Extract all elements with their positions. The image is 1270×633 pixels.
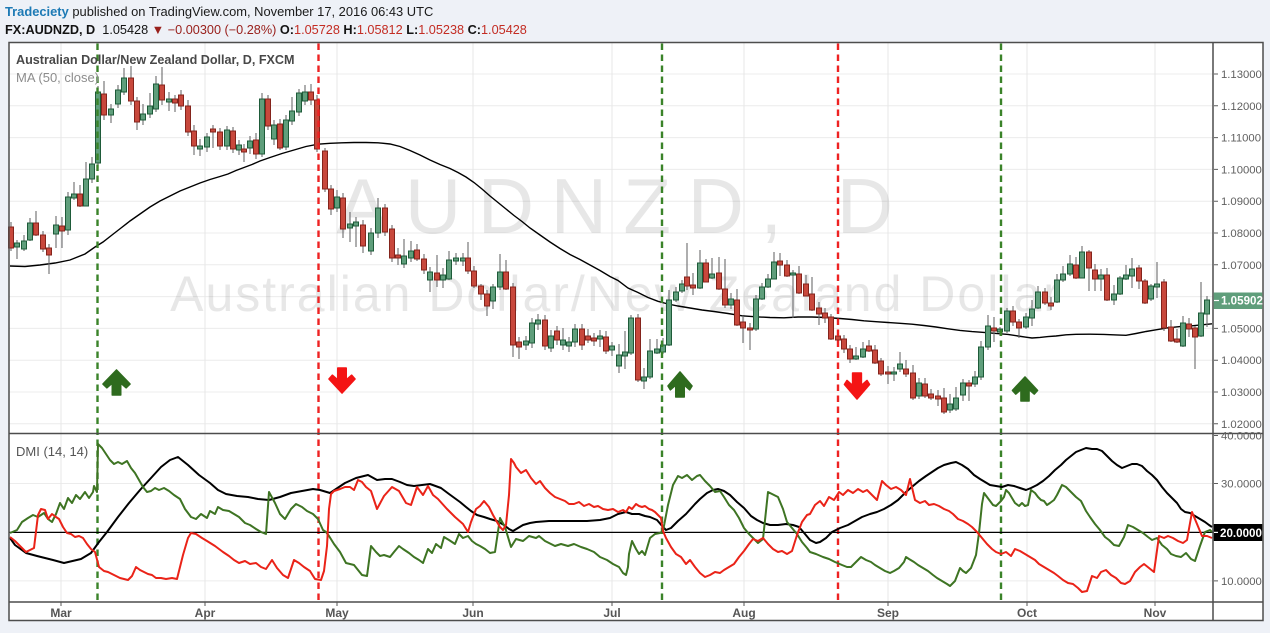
svg-text:1.10000: 1.10000	[1221, 164, 1262, 176]
svg-text:MA (50, close): MA (50, close)	[16, 70, 99, 85]
svg-text:AUDNZD, D: AUDNZD, D	[336, 162, 909, 250]
svg-text:1.03000: 1.03000	[1221, 387, 1262, 399]
svg-text:Jun: Jun	[462, 606, 483, 620]
svg-text:1.05000: 1.05000	[1221, 323, 1262, 335]
svg-text:Australian Dollar/New Zealand: Australian Dollar/New Zealand Dollar	[170, 266, 1062, 322]
svg-text:1.07000: 1.07000	[1221, 260, 1262, 272]
svg-text:Apr: Apr	[195, 606, 216, 620]
svg-text:1.13000: 1.13000	[1221, 69, 1262, 81]
svg-text:30.0000: 30.0000	[1221, 479, 1262, 491]
svg-text:1.11000: 1.11000	[1221, 133, 1261, 145]
svg-text:Mar: Mar	[50, 606, 72, 620]
svg-text:1.08000: 1.08000	[1221, 228, 1262, 240]
svg-text:Australian Dollar/New Zealand: Australian Dollar/New Zealand Dollar, D,…	[16, 53, 295, 67]
svg-text:Aug: Aug	[732, 606, 755, 620]
svg-text:20.0000: 20.0000	[1220, 527, 1262, 540]
svg-text:1.12000: 1.12000	[1221, 101, 1262, 113]
svg-text:May: May	[325, 606, 349, 620]
svg-text:Jul: Jul	[603, 606, 620, 620]
svg-text:Oct: Oct	[1017, 606, 1037, 620]
svg-text:1.09000: 1.09000	[1221, 196, 1262, 208]
svg-text:DMI (14, 14): DMI (14, 14)	[16, 444, 88, 459]
svg-text:FX:AUDNZD, D 1.05428 ▼ −0.003: FX:AUDNZD, D 1.05428 ▼ −0.00300 (−0.28%)…	[5, 23, 527, 37]
svg-text:10.0000: 10.0000	[1221, 576, 1262, 588]
svg-text:Nov: Nov	[1144, 606, 1167, 620]
svg-text:40.0000: 40.0000	[1221, 431, 1262, 443]
svg-text:1.04000: 1.04000	[1221, 355, 1262, 367]
svg-text:1.02000: 1.02000	[1221, 419, 1262, 431]
svg-text:Tradeciety published on Tradin: Tradeciety published on TradingView.com,…	[5, 4, 433, 19]
svg-text:1.05902: 1.05902	[1221, 295, 1263, 308]
svg-text:Sep: Sep	[877, 606, 899, 620]
